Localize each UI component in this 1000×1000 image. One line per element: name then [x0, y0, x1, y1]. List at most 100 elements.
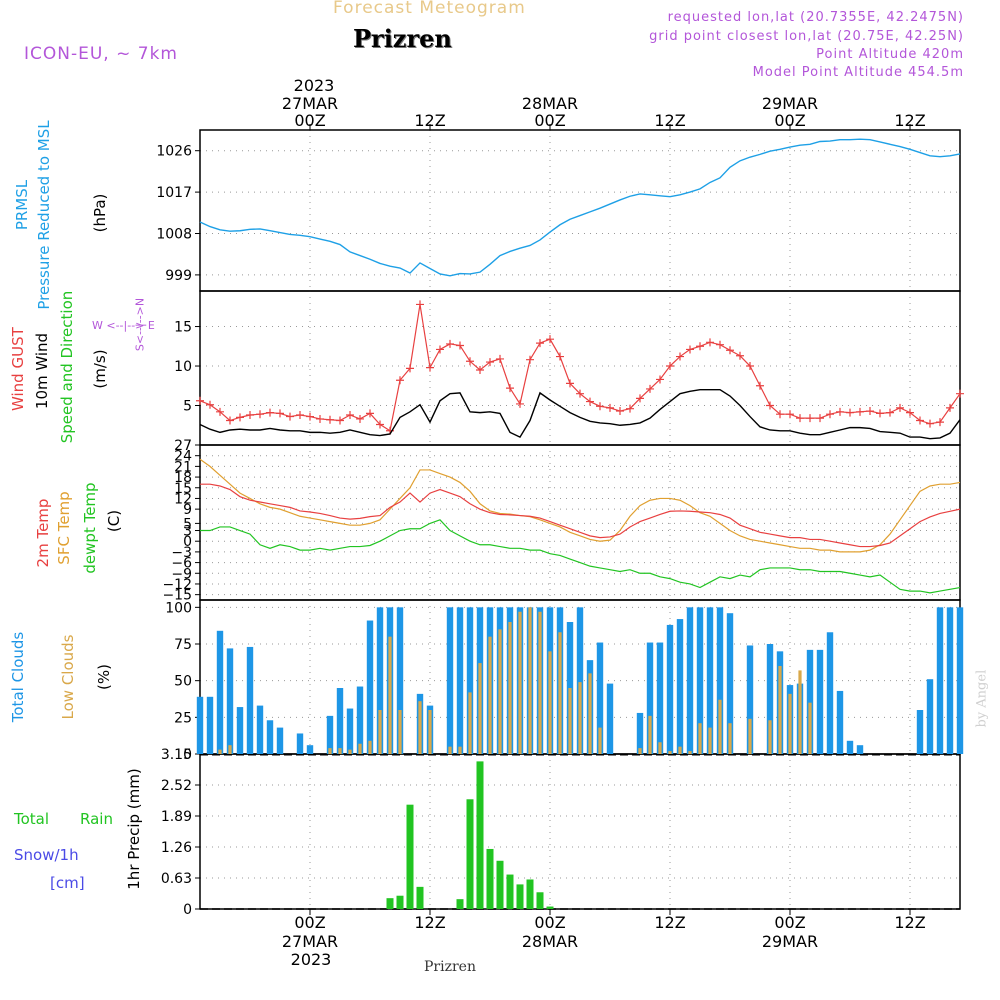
dewpt-line — [200, 519, 961, 594]
total-cloud-bar — [856, 745, 864, 754]
low-cloud-bar — [668, 751, 672, 754]
bottom-date-label: 29MAR — [761, 932, 819, 951]
bottom-hour-label: 00Z — [774, 913, 806, 932]
total-cloud-bar — [296, 733, 304, 754]
gust-marker — [726, 346, 734, 355]
low-cloud-bar — [478, 663, 482, 754]
y-tick-label: 5 — [183, 516, 192, 532]
y-tick-label: 1.89 — [161, 809, 192, 825]
gust-marker — [626, 404, 634, 413]
top-date-label: 28MAR — [521, 94, 579, 113]
gust-marker — [216, 407, 224, 416]
sfc-temp-line — [199, 458, 961, 553]
rain-bar — [536, 892, 544, 909]
gust-marker — [746, 362, 754, 371]
rain-bar — [506, 874, 514, 909]
low-cloud-bar — [798, 670, 802, 754]
gust-marker — [336, 416, 344, 425]
gust-marker — [426, 363, 434, 372]
gust-marker — [206, 400, 214, 409]
total-cloud-bar — [606, 683, 614, 754]
low-cloud-bar — [528, 607, 532, 754]
gust-marker — [446, 339, 454, 348]
y-tick-label: 15 — [174, 320, 192, 336]
gust-marker — [516, 399, 524, 408]
gust-marker — [856, 407, 864, 416]
gust-marker — [816, 414, 824, 423]
gust-marker — [406, 364, 414, 373]
low-cloud-bar — [428, 710, 432, 754]
y-tick-label: 100 — [165, 600, 192, 616]
low-cloud-bar — [568, 688, 572, 754]
top-hour-label: 00Z — [774, 111, 806, 130]
low-cloud-bar — [358, 743, 362, 754]
low-cloud-bar — [518, 611, 522, 754]
total-cloud-bar — [836, 690, 844, 754]
total-cloud-bar — [366, 620, 374, 754]
total-cloud-bar — [246, 646, 254, 754]
gust-marker — [916, 416, 924, 425]
gust-marker — [436, 345, 444, 354]
low-cloud-bar — [488, 636, 492, 754]
bottom-hour-label: 00Z — [534, 913, 566, 932]
gust-marker — [416, 300, 424, 309]
gust-marker — [306, 412, 314, 421]
panel-frame — [199, 290, 961, 446]
gust-marker — [776, 410, 784, 419]
bottom-hour-label: 00Z — [294, 913, 326, 932]
total-cloud-bar — [346, 708, 354, 754]
total-cloud-bar — [766, 644, 774, 754]
gust-marker — [756, 381, 764, 390]
top-date-label: 27MAR — [281, 94, 339, 113]
panel-frame — [199, 753, 961, 910]
gust-marker — [706, 338, 714, 347]
gridpoint-coords: grid point closest lon,lat (20.75E, 42.2… — [649, 29, 964, 44]
low-cloud-bar — [538, 611, 542, 754]
gust-marker — [836, 407, 844, 416]
low-cloud-bar — [548, 651, 552, 754]
total-cloud-bar — [846, 740, 854, 754]
y-tick-label: −6 — [171, 556, 192, 572]
gust-marker — [786, 410, 794, 419]
y-tick-label: −3 — [171, 545, 192, 561]
low-cloud-bar — [418, 701, 422, 754]
total-cloud-bar — [256, 705, 264, 754]
gust-marker — [356, 414, 364, 423]
gust-marker — [476, 365, 484, 374]
y-tick-label: 5 — [183, 399, 192, 415]
low-cloud-bar — [468, 692, 472, 754]
gust-marker — [926, 419, 934, 428]
gust-marker — [276, 409, 284, 418]
gust-marker — [566, 379, 574, 388]
gust-marker — [866, 407, 874, 416]
y-tick-label: 15 — [174, 481, 192, 497]
low-cloud-bar — [448, 746, 452, 754]
y-tick-label: 1008 — [156, 227, 192, 243]
rain-bar — [526, 879, 534, 909]
total-cloud-bar — [326, 715, 334, 754]
meteogram-title: Forecast Meteogram — [333, 0, 526, 18]
gust-marker — [936, 418, 944, 427]
requested-coords: requested lon,lat (20.7355E, 42.2475N) — [667, 10, 964, 25]
gust-marker — [596, 402, 604, 411]
total-cloud-bar — [636, 712, 644, 754]
gust-marker — [736, 351, 744, 360]
point-altitude: Point Altitude 420m — [816, 47, 964, 62]
gust-marker — [806, 414, 814, 423]
rain-bar — [416, 886, 424, 909]
rain-bar — [466, 799, 474, 909]
low-cloud-bar — [578, 682, 582, 754]
total-cloud-bar — [196, 696, 204, 754]
model-label: ICON-EU, ~ 7km — [24, 44, 178, 64]
total-cloud-bar — [216, 630, 224, 754]
low-cloud-bar — [808, 702, 812, 754]
low-cloud-bar — [378, 710, 382, 754]
total-cloud-bar — [656, 642, 664, 754]
bottom-hour-label: 12Z — [414, 913, 446, 932]
gust-marker — [456, 341, 464, 350]
low-cloud-bar — [728, 723, 732, 754]
t2m-line — [200, 483, 961, 548]
total-cloud-bar — [396, 607, 404, 754]
total-cloud-bar — [576, 607, 584, 754]
gust-marker — [576, 389, 584, 398]
